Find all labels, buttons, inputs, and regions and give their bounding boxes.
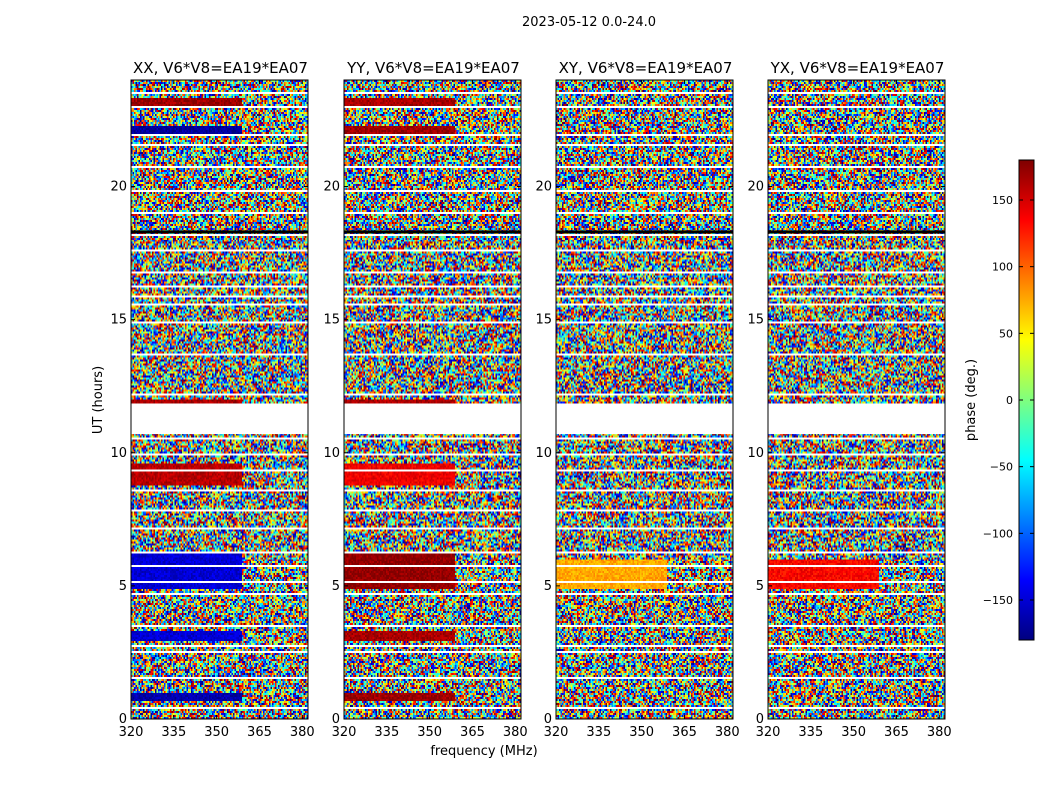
panel-frame xyxy=(555,79,734,720)
y-tick-label: 10 xyxy=(535,446,552,461)
y-tick-label: 5 xyxy=(544,579,552,594)
flagged-band xyxy=(344,230,521,234)
y-tick-label: 20 xyxy=(747,180,764,195)
y-tick-label: 0 xyxy=(756,712,764,727)
x-tick-label: 320 xyxy=(332,725,357,740)
x-tick-label: 365 xyxy=(884,725,909,740)
x-axis-label: frequency (MHz) xyxy=(430,744,537,759)
colorbar-tick-label: −100 xyxy=(983,527,1013,540)
colorbar-tick-label: 150 xyxy=(992,194,1013,207)
flagged-gap xyxy=(768,403,945,435)
y-tick-label: 0 xyxy=(544,712,552,727)
x-tick-label: 335 xyxy=(586,725,611,740)
flagged-gap xyxy=(344,403,521,435)
x-tick-label: 320 xyxy=(544,725,569,740)
colorbar-tick-label: −150 xyxy=(983,594,1013,607)
x-tick-label: 335 xyxy=(161,725,186,740)
figure-title: 2023-05-12 0.0-24.0 xyxy=(522,15,656,30)
x-tick-label: 365 xyxy=(672,725,697,740)
y-tick-label: 10 xyxy=(110,446,127,461)
y-tick-label: 5 xyxy=(756,579,764,594)
y-tick-label: 15 xyxy=(535,313,552,328)
colorbar-tick-label: 50 xyxy=(999,327,1013,340)
colorbar-tick-label: 100 xyxy=(992,261,1013,274)
panel-title: YY, V6*V8=EA19*EA07 xyxy=(346,59,520,77)
y-tick-label: 5 xyxy=(332,579,340,594)
flagged-band xyxy=(556,230,733,234)
y-tick-label: 20 xyxy=(110,180,127,195)
x-tick-label: 350 xyxy=(629,725,654,740)
x-tick-label: 380 xyxy=(290,725,315,740)
y-tick-label: 20 xyxy=(535,180,552,195)
panel-4: YX, V6*V8=EA19*EA07 320 335 350 365 380 0 5 10 15… xyxy=(747,59,951,740)
x-tick-label: 350 xyxy=(841,725,866,740)
y-tick-label: 10 xyxy=(747,446,764,461)
colorbar-tick-label: 0 xyxy=(1006,394,1013,407)
panel-3: XY, V6*V8=EA19*EA07 320 335 350 365 380 0 5 10 15… xyxy=(535,59,739,740)
y-tick-label: 15 xyxy=(747,313,764,328)
panel-frame xyxy=(130,79,309,720)
colorbar: −150 −100 −50 0 50 100 150 xyxy=(983,159,1035,641)
panel-title: XX, V6*V8=EA19*EA07 xyxy=(133,59,308,77)
y-tick-label: 15 xyxy=(110,313,127,328)
heatmap-panels: XX, V6*V8=EA19*EA07 320 335 350 365 380 0 5 10 15… xyxy=(110,59,951,740)
colorbar-label: phase (deg.) xyxy=(964,359,979,441)
x-tick-label: 365 xyxy=(247,725,272,740)
x-tick-label: 380 xyxy=(503,725,528,740)
y-tick-label: 0 xyxy=(332,712,340,727)
panel-2: YY, V6*V8=EA19*EA07 320 335 350 365 380 0 5 10 15… xyxy=(323,59,527,740)
x-tick-label: 350 xyxy=(204,725,229,740)
flagged-band xyxy=(131,230,308,234)
panel-title: XY, V6*V8=EA19*EA07 xyxy=(559,59,733,77)
y-tick-label: 15 xyxy=(323,313,340,328)
flagged-band xyxy=(768,230,945,234)
x-tick-label: 320 xyxy=(756,725,781,740)
phase-heatmap xyxy=(344,80,521,719)
panel-frame xyxy=(767,79,946,720)
x-tick-label: 365 xyxy=(460,725,485,740)
phase-heatmap xyxy=(556,80,733,719)
panel-1: XX, V6*V8=EA19*EA07 320 335 350 365 380 0 5 10 15… xyxy=(110,59,314,740)
panel-title: YX, V6*V8=EA19*EA07 xyxy=(770,59,945,77)
panel-frame xyxy=(343,79,522,720)
y-tick-label: 0 xyxy=(119,712,127,727)
x-tick-label: 320 xyxy=(119,725,144,740)
y-tick-label: 5 xyxy=(119,579,127,594)
y-axis-label: UT (hours) xyxy=(91,366,106,434)
y-tick-label: 20 xyxy=(323,180,340,195)
phase-heatmap xyxy=(768,80,945,719)
flagged-gap xyxy=(131,403,308,435)
x-tick-label: 380 xyxy=(715,725,740,740)
x-tick-label: 335 xyxy=(374,725,399,740)
x-tick-label: 350 xyxy=(417,725,442,740)
phase-heatmap xyxy=(131,80,308,719)
x-tick-label: 335 xyxy=(798,725,823,740)
flagged-gap xyxy=(556,403,733,435)
x-tick-label: 380 xyxy=(927,725,952,740)
colorbar-tick-label: −50 xyxy=(990,461,1013,474)
y-tick-label: 10 xyxy=(323,446,340,461)
